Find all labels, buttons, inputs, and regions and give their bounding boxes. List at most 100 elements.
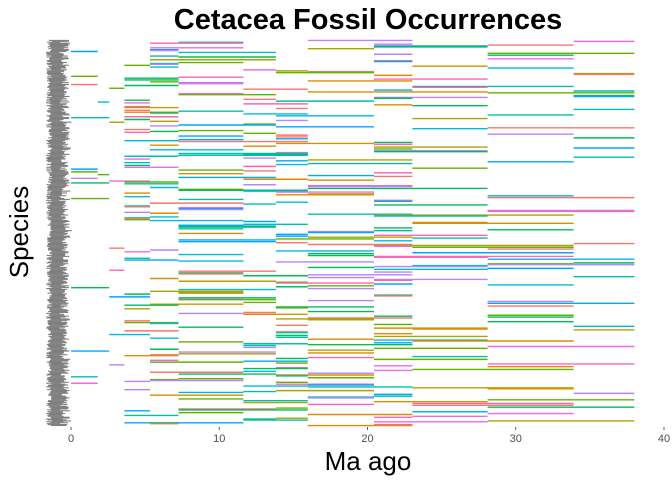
- species-tick-label: [49, 214, 69, 216]
- species-tick-label: [49, 401, 67, 404]
- species-tick-label: [47, 63, 63, 65]
- species-tick-label: [50, 318, 69, 320]
- species-tick-label: [51, 397, 70, 399]
- species-tick-label: [49, 106, 68, 108]
- species-tick-label: [50, 390, 67, 393]
- species-tick-label: [47, 237, 66, 239]
- species-tick-label: [49, 45, 68, 47]
- species-tick-label: [46, 207, 65, 209]
- species-tick-label: [50, 363, 69, 365]
- species-tick-label: [49, 145, 67, 147]
- species-tick-label: [50, 310, 69, 312]
- species-tick-label: [46, 316, 66, 318]
- species-tick-label: [48, 247, 64, 249]
- species-tick-label: [46, 96, 64, 98]
- species-tick-label: [49, 176, 64, 178]
- species-tick-label: [47, 284, 61, 286]
- species-tick-label: [47, 424, 68, 426]
- species-tick-label: [51, 350, 70, 352]
- species-tick-label: [48, 178, 64, 180]
- species-tick-label: [51, 334, 67, 336]
- species-tick-label: [47, 146, 64, 148]
- x-tick-label: 30: [510, 433, 522, 445]
- species-tick-label: [48, 406, 69, 408]
- species-tick-label: [51, 390, 70, 392]
- species-tick-label: [49, 174, 68, 176]
- species-tick-label: [50, 220, 70, 223]
- species-tick-label: [48, 107, 63, 109]
- species-tick-label: [50, 47, 69, 49]
- species-tick-label: [48, 333, 64, 336]
- species-tick-label: [49, 252, 69, 254]
- species-tick-label: [47, 71, 64, 73]
- species-tick-label: [48, 345, 62, 348]
- species-tick-label: [46, 72, 64, 75]
- species-tick-label: [51, 410, 70, 412]
- species-tick-label: [51, 148, 71, 150]
- species-tick-label: [50, 280, 66, 282]
- species-tick-label: [46, 312, 60, 314]
- species-tick-label: [48, 343, 63, 345]
- species-tick-label: [49, 155, 67, 157]
- species-tick-label: [46, 317, 61, 319]
- species-tick-label: [50, 235, 70, 237]
- species-tick-label: [50, 422, 69, 424]
- species-tick-label: [47, 411, 63, 413]
- species-tick-label: [47, 46, 65, 48]
- species-tick-label: [46, 102, 60, 104]
- species-tick-label: [48, 89, 64, 91]
- x-tick-label: 40: [658, 433, 670, 445]
- species-tick-label: [46, 326, 66, 328]
- species-tick-label: [48, 256, 63, 258]
- species-tick-label: [46, 374, 61, 376]
- species-tick-label: [46, 353, 63, 355]
- species-tick-label: [50, 231, 68, 233]
- species-tick-label: [48, 249, 63, 251]
- species-tick-label: [51, 368, 65, 370]
- species-tick-label: [50, 122, 67, 124]
- species-tick-label: [47, 60, 62, 63]
- species-tick-label: [50, 153, 70, 155]
- species-tick-label: [51, 226, 70, 228]
- species-tick-label: [51, 95, 70, 98]
- species-tick-label: [47, 186, 65, 189]
- species-tick-label: [49, 360, 68, 362]
- species-tick-label: [47, 380, 65, 382]
- species-tick-label: [49, 289, 65, 291]
- species-tick-label: [49, 412, 63, 414]
- species-tick-label: [50, 167, 66, 169]
- species-tick-label: [50, 203, 65, 205]
- species-tick-label: [49, 351, 65, 353]
- species-tick-label: [47, 341, 66, 343]
- species-tick-label: [47, 248, 66, 250]
- species-tick-label: [51, 138, 71, 140]
- species-tick-label: [47, 205, 67, 207]
- species-tick-label: [51, 287, 70, 289]
- species-tick-label: [48, 65, 66, 67]
- species-tick-label: [51, 64, 70, 66]
- species-tick-label: [47, 191, 62, 193]
- species-tick-label: [51, 147, 71, 149]
- species-tick-label: [48, 137, 69, 139]
- species-tick-label: [46, 288, 62, 290]
- species-tick-label: [47, 120, 63, 122]
- species-tick-label: [47, 238, 64, 240]
- species-tick-label: [50, 381, 69, 383]
- species-tick-label: [50, 67, 67, 69]
- species-tick-label: [50, 424, 67, 427]
- species-tick-label: [47, 274, 63, 276]
- species-tick-label: [48, 132, 69, 134]
- species-tick-label: [49, 134, 67, 136]
- species-tick-label: [51, 398, 67, 400]
- species-tick-label: [48, 403, 68, 405]
- species-tick-label: [48, 379, 64, 382]
- species-tick-label: [51, 104, 66, 106]
- species-tick-label: [51, 216, 65, 218]
- species-tick-label: [49, 246, 68, 248]
- species-tick-label: [49, 277, 68, 279]
- species-tick-label: [48, 370, 65, 372]
- species-tick-label: [50, 165, 68, 167]
- species-tick-label: [50, 337, 66, 339]
- species-tick-labels: [46, 39, 72, 427]
- species-tick-label: [48, 340, 65, 342]
